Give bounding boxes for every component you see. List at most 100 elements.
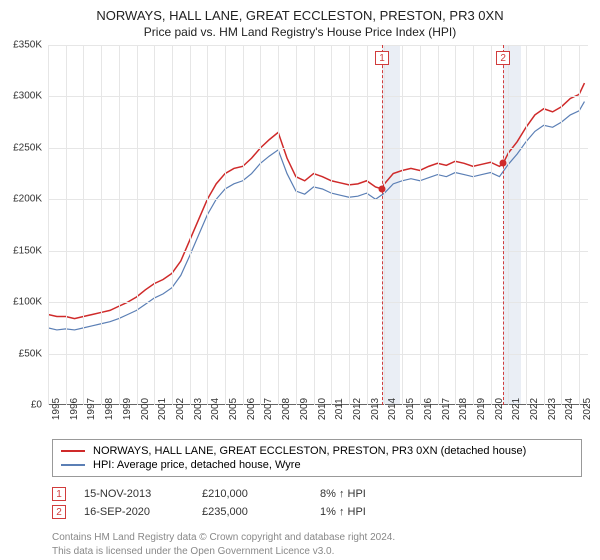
y-axis-label: £0 (31, 400, 42, 411)
gridline-h (48, 96, 588, 97)
x-axis-label: 2019 (476, 398, 487, 420)
x-axis-label: 2024 (564, 398, 575, 420)
x-axis-label: 2023 (547, 398, 558, 420)
sale-index-badge: 2 (52, 505, 66, 519)
legend: NORWAYS, HALL LANE, GREAT ECCLESTON, PRE… (52, 439, 582, 477)
x-axis-label: 2021 (511, 398, 522, 420)
sale-point (500, 160, 507, 167)
gridline-v (83, 45, 84, 405)
gridline-v (473, 45, 474, 405)
x-axis-label: 2011 (334, 398, 345, 420)
gridline-v (207, 45, 208, 405)
x-axis-label: 2001 (157, 398, 168, 420)
gridline-v (544, 45, 545, 405)
chart-title: NORWAYS, HALL LANE, GREAT ECCLESTON, PRE… (12, 8, 588, 23)
legend-swatch (61, 450, 85, 452)
gridline-v (48, 45, 49, 405)
marker-badge: 2 (496, 51, 510, 65)
x-axis-label: 2010 (317, 398, 328, 420)
gridline-v (190, 45, 191, 405)
x-axis-label: 2022 (529, 398, 540, 420)
x-axis-label: 2018 (458, 398, 469, 420)
sale-delta: 8% ↑ HPI (320, 488, 420, 500)
y-axis-label: £100K (13, 297, 42, 308)
y-axis-label: £350K (13, 40, 42, 51)
x-axis-label: 2002 (175, 398, 186, 420)
x-axis-label: 1995 (51, 398, 62, 420)
sale-delta: 1% ↑ HPI (320, 506, 420, 518)
gridline-v (561, 45, 562, 405)
gridline-v (579, 45, 580, 405)
x-axis-label: 1998 (104, 398, 115, 420)
chart-container: NORWAYS, HALL LANE, GREAT ECCLESTON, PRE… (0, 0, 600, 560)
sale-index-badge: 1 (52, 487, 66, 501)
x-axis-label: 2003 (193, 398, 204, 420)
x-axis-label: 2025 (582, 398, 593, 420)
x-axis-label: 2013 (370, 398, 381, 420)
x-axis-label: 2009 (299, 398, 310, 420)
y-axis-label: £200K (13, 194, 42, 205)
gridline-v (296, 45, 297, 405)
footer-line: Contains HM Land Registry data © Crown c… (52, 531, 588, 545)
gridline-v (225, 45, 226, 405)
x-axis-label: 1996 (69, 398, 80, 420)
table-row: 1 15-NOV-2013 £210,000 8% ↑ HPI (52, 485, 588, 503)
x-axis-label: 2017 (441, 398, 452, 420)
sale-price: £235,000 (202, 506, 302, 518)
sale-date: 16-SEP-2020 (84, 506, 184, 518)
gridline-h (48, 302, 588, 303)
legend-label: NORWAYS, HALL LANE, GREAT ECCLESTON, PRE… (93, 445, 526, 457)
gridline-v (243, 45, 244, 405)
gridline-v (172, 45, 173, 405)
gridline-v (137, 45, 138, 405)
gridline-v (508, 45, 509, 405)
marker-badge: 1 (375, 51, 389, 65)
gridline-h (48, 148, 588, 149)
chart-subtitle: Price paid vs. HM Land Registry's House … (12, 25, 588, 39)
x-axis-label: 2014 (387, 398, 398, 420)
legend-label: HPI: Average price, detached house, Wyre (93, 459, 301, 471)
x-axis-label: 2007 (263, 398, 274, 420)
x-axis-label: 1999 (122, 398, 133, 420)
gridline-v (455, 45, 456, 405)
gridline-v (349, 45, 350, 405)
gridline-v (491, 45, 492, 405)
legend-row: HPI: Average price, detached house, Wyre (61, 458, 573, 472)
gridline-h (48, 199, 588, 200)
x-axis-label: 2000 (140, 398, 151, 420)
gridline-v (314, 45, 315, 405)
marker-line (503, 45, 504, 405)
gridline-v (331, 45, 332, 405)
x-axis-label: 2004 (210, 398, 221, 420)
gridline-v (438, 45, 439, 405)
gridline-v (119, 45, 120, 405)
gridline-v (367, 45, 368, 405)
legend-row: NORWAYS, HALL LANE, GREAT ECCLESTON, PRE… (61, 444, 573, 458)
x-axis-label: 2008 (281, 398, 292, 420)
gridline-v (278, 45, 279, 405)
y-axis-label: £250K (13, 142, 42, 153)
gridline-v (66, 45, 67, 405)
table-row: 2 16-SEP-2020 £235,000 1% ↑ HPI (52, 503, 588, 521)
marker-line (382, 45, 383, 405)
x-axis-label: 2005 (228, 398, 239, 420)
gridline-v (384, 45, 385, 405)
gridline-h (48, 251, 588, 252)
sale-point (379, 186, 386, 193)
gridline-v (420, 45, 421, 405)
x-axis-label: 1997 (86, 398, 97, 420)
x-axis-label: 2015 (405, 398, 416, 420)
gridline-v (260, 45, 261, 405)
sale-date: 15-NOV-2013 (84, 488, 184, 500)
plot-area: £0£50K£100K£150K£200K£250K£300K£350K1995… (48, 45, 588, 405)
legend-swatch (61, 464, 85, 466)
y-axis-label: £300K (13, 91, 42, 102)
line-series-svg (48, 45, 588, 405)
gridline-v (154, 45, 155, 405)
gridline-v (402, 45, 403, 405)
x-axis-label: 2016 (423, 398, 434, 420)
gridline-h (48, 45, 588, 46)
y-axis-label: £150K (13, 245, 42, 256)
sale-price: £210,000 (202, 488, 302, 500)
gridline-v (101, 45, 102, 405)
